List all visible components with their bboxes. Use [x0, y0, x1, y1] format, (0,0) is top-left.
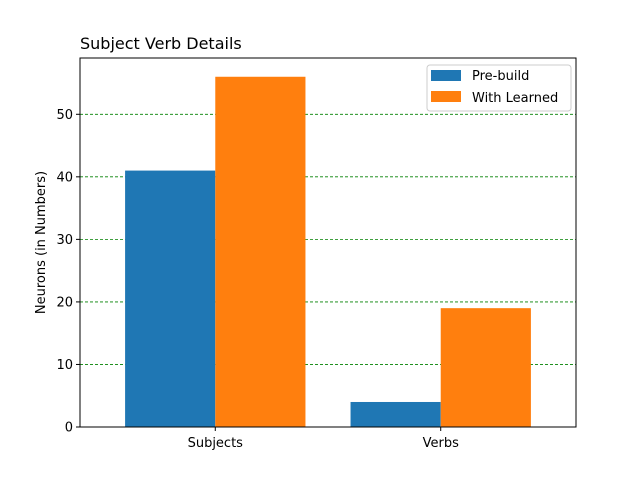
plot-area-frame [79, 57, 577, 428]
bar-pre-build-subjects [125, 170, 216, 427]
legend-swatch-pre-build [431, 70, 461, 81]
bar-pre-build-verbs [350, 401, 441, 427]
y-tick-label-30: 30 [56, 233, 73, 248]
bar-with-learned-verbs [440, 308, 531, 427]
legend-box [426, 64, 572, 112]
y-tick-label-50: 50 [56, 108, 73, 123]
legend-label-pre-build: Pre-build [472, 69, 529, 84]
y-tick-label-20: 20 [56, 295, 73, 310]
legend-swatch-with-learned [431, 91, 461, 102]
x-tick-label-subjects: Subjects [188, 436, 244, 451]
legend: Pre-build With Learned [426, 64, 572, 112]
y-tick-label-10: 10 [56, 358, 73, 373]
y-tick-label-40: 40 [56, 170, 73, 185]
legend-label-with-learned: With Learned [472, 91, 558, 106]
x-tick-label-verbs: Verbs [423, 436, 459, 451]
bar-with-learned-subjects [215, 76, 306, 428]
y-tick-label-0: 0 [65, 421, 73, 436]
chart-title: Subject Verb Details [80, 34, 242, 53]
y-axis-label: Neurons (in Numbers) [34, 171, 49, 314]
